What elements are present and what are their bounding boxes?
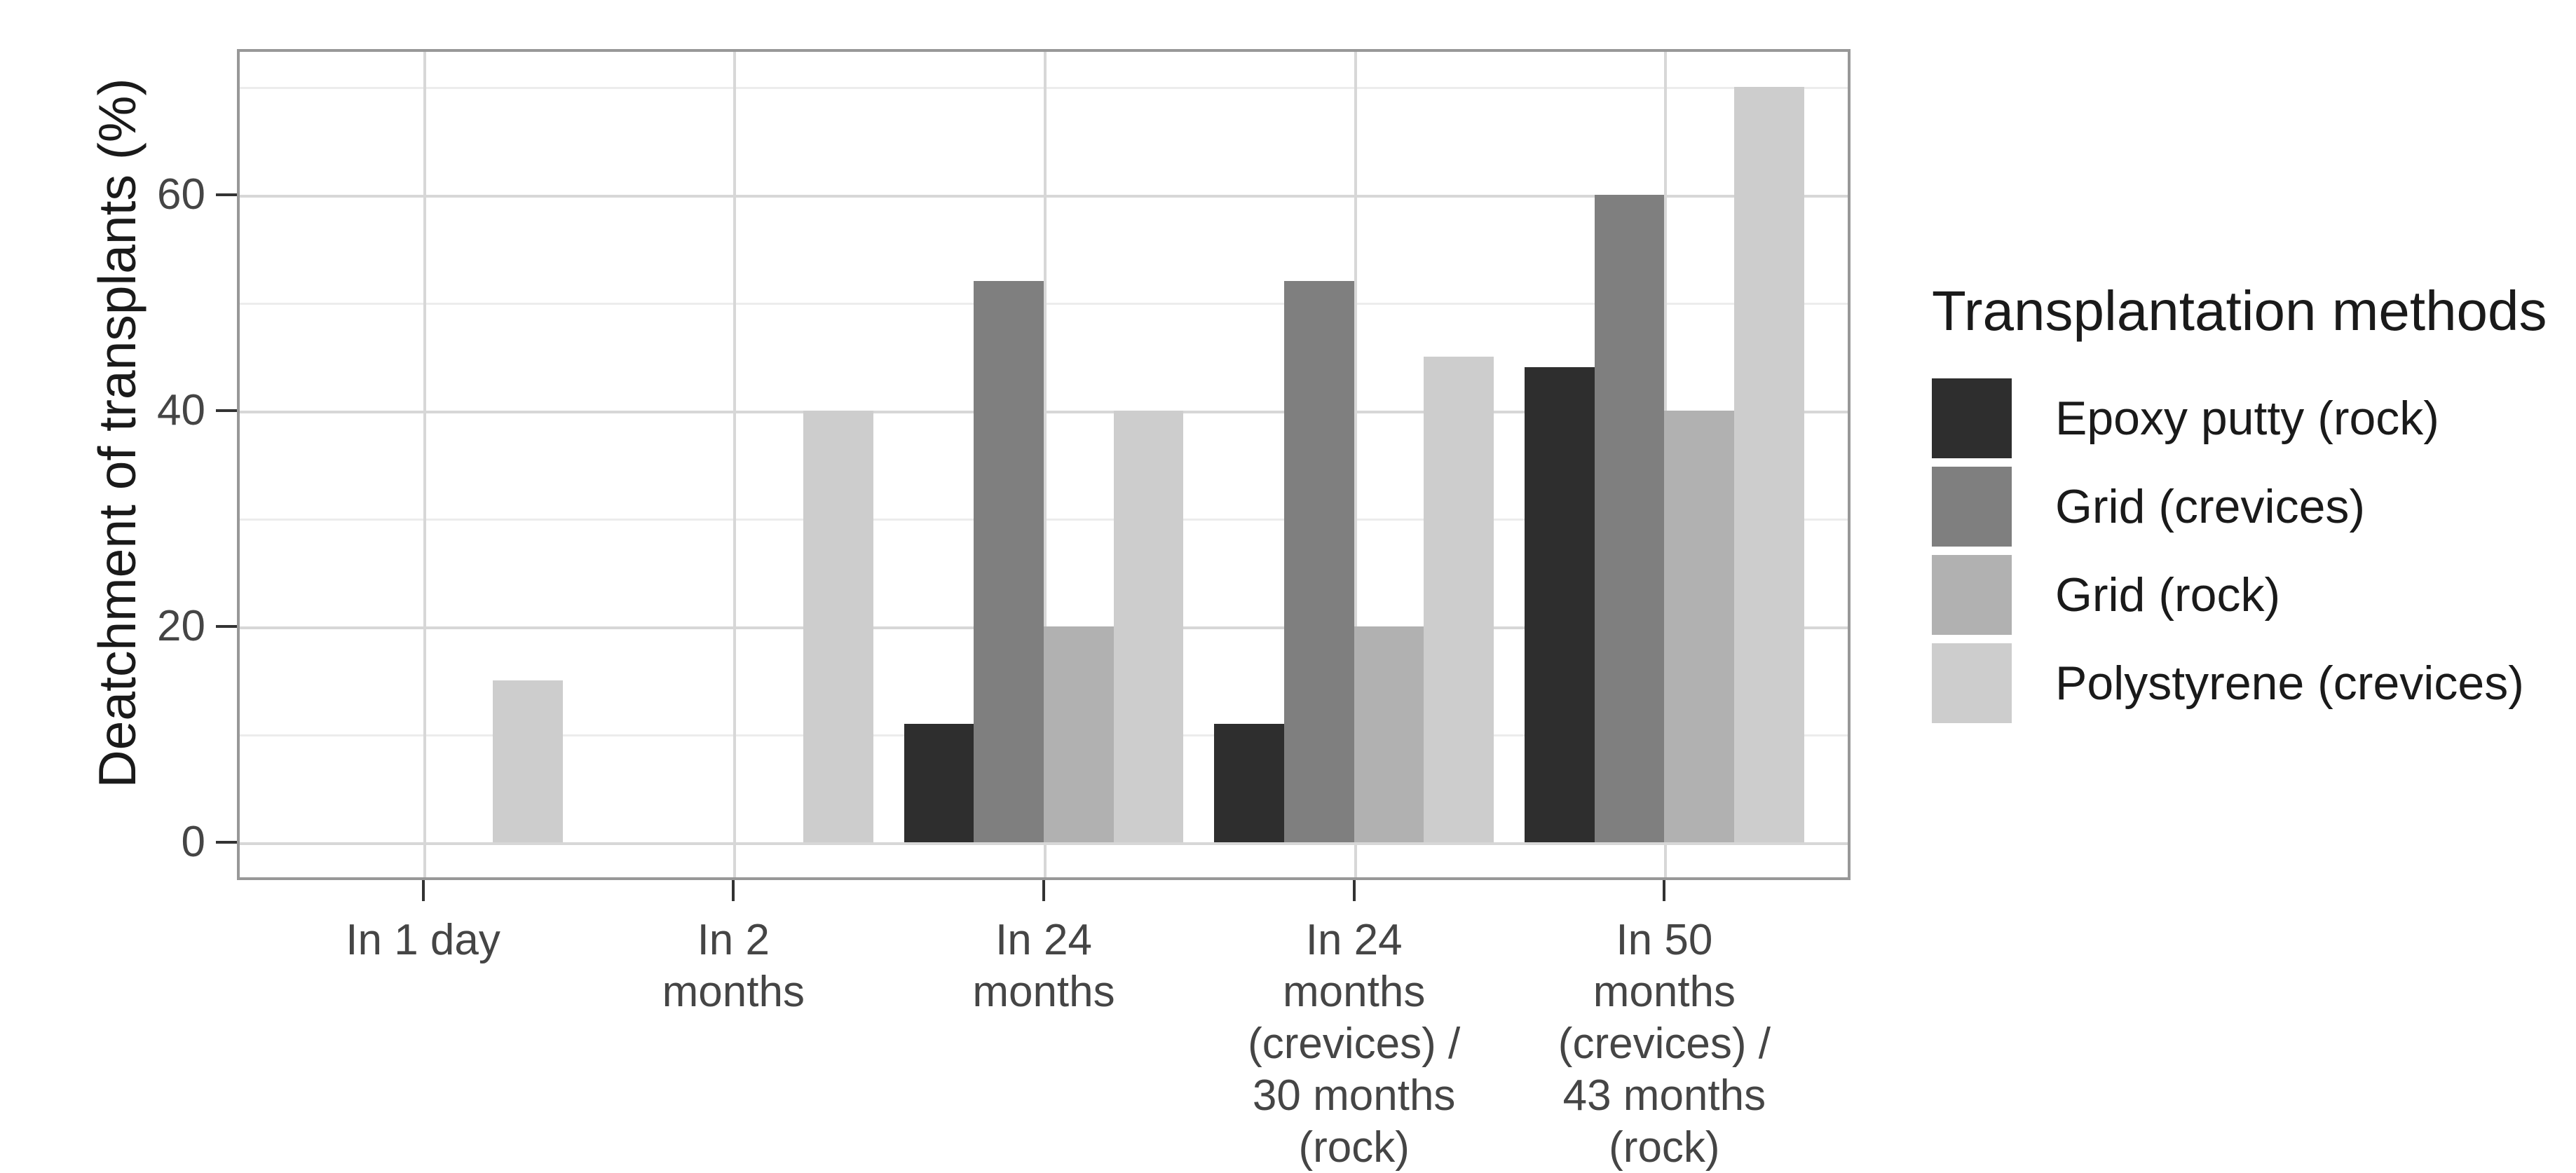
legend-item-label: Epoxy putty (rock) [2055,392,2439,445]
legend-swatch-3 [1932,555,2012,635]
legend-swatch-1 [1932,378,2012,458]
bar-epoxy-putty-rock [904,723,974,843]
bar-polystyrene-crevices [1424,356,1494,843]
bar-polystyrene-crevices [1733,86,1804,843]
gridline-major-x [733,49,737,880]
x-tick-label: In 24 months [972,916,1115,1016]
legend-swatch-2 [1932,467,2012,547]
x-tick-mark [732,880,735,901]
bar-polystyrene-crevices [1113,410,1184,843]
plot-panel [237,49,1851,880]
x-tick-mark [421,880,425,901]
legend-item-label: Polystyrene (crevices) [2055,657,2524,710]
legend-title: Transplantation methods [1932,280,2547,342]
y-tick-label: 40 [157,385,205,434]
bar-grid-rock [1044,626,1114,843]
x-tick-label: In 1 day [346,916,500,964]
x-tick-mark [1352,880,1356,901]
gridline-major-x [1354,49,1357,880]
y-tick-label: 60 [157,170,205,219]
x-tick-mark [1663,880,1666,901]
gridline-major-x [1044,49,1047,880]
x-tick-label: In 24 months (crevices) /30 months (rock) [1248,916,1461,1172]
gridline-major-x [423,49,426,880]
legend-item-label: Grid (crevices) [2055,480,2366,533]
y-tick-label: 0 [181,818,205,867]
y-tick-label: 20 [157,602,205,651]
bar-grid-crevices [974,281,1044,843]
x-tick-mark [1042,880,1045,901]
bar-grid-crevices [1594,194,1665,843]
y-tick-mark [216,625,237,629]
bar-grid-rock [1354,626,1424,843]
bar-grid-rock [1664,410,1734,843]
x-tick-label: In 50 months (crevices) /43 months (rock) [1558,916,1771,1172]
bar-polystyrene-crevices [493,680,563,843]
bar-epoxy-putty-rock [1214,723,1285,843]
y-axis-title: Deatchment of transplants (%) [88,78,146,788]
y-tick-mark [216,193,237,196]
legend: Transplantation methods Epoxy putty (roc… [1932,279,2563,769]
bar-grid-crevices [1284,281,1354,843]
x-tick-label: In 2 months [662,916,805,1016]
y-tick-mark [216,841,237,844]
y-tick-mark [216,409,237,412]
legend-swatch-4 [1932,643,2012,723]
bar-polystyrene-crevices [803,410,873,843]
legend-item-label: Grid (rock) [2055,568,2281,622]
bar-epoxy-putty-rock [1525,367,1595,843]
